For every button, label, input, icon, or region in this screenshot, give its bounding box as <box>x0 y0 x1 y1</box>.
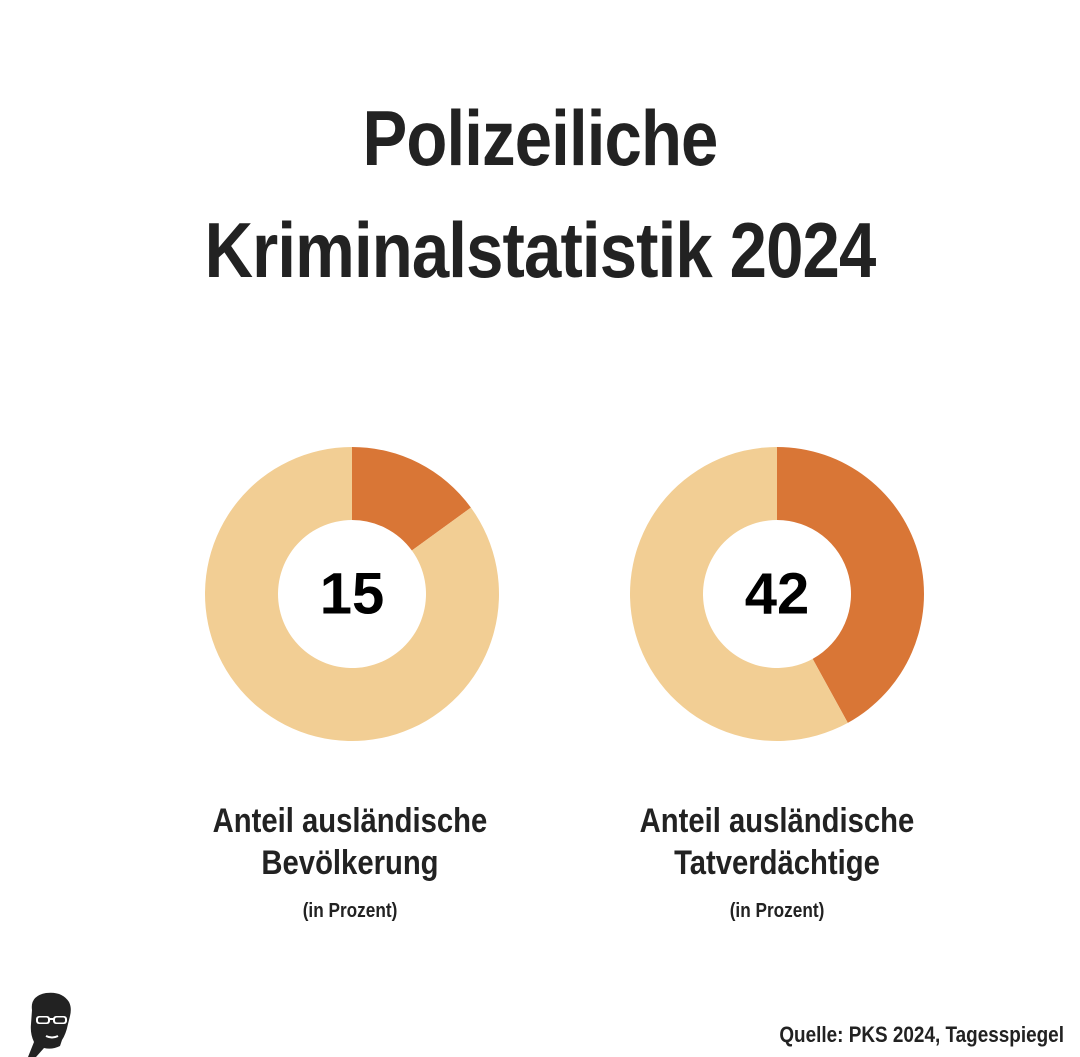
caption-suspects-line-2: Tatverdächtige <box>674 844 880 882</box>
slice-rest <box>630 447 848 741</box>
caption-suspects: Anteil ausländische Tatverdächtige (in P… <box>605 800 949 926</box>
caption-population-line-2: Bevölkerung <box>261 844 439 882</box>
donut-svg-suspects: 42 <box>630 447 924 741</box>
slice-highlight <box>352 447 471 551</box>
slice-highlight <box>777 447 924 723</box>
title-line-1: Polizeiliche <box>362 94 718 182</box>
source-note: Quelle: PKS 2024, Tagesspiegel <box>779 1022 1064 1047</box>
man-with-sunglasses-icon <box>22 990 78 1057</box>
center-value-suspects: 42 <box>745 562 810 627</box>
caption-population-line-1: Anteil ausländische <box>212 802 488 840</box>
caption-suspects-line-1: Anteil ausländische <box>639 802 915 840</box>
donut-chart-population: 15 <box>202 444 502 744</box>
donut-svg-population: 15 <box>205 447 500 741</box>
page-title: Polizeiliche Kriminalstatistik 2024 <box>76 82 1005 306</box>
slice-rest <box>205 447 500 741</box>
title-line-2: Kriminalstatistik 2024 <box>204 206 877 294</box>
donut-chart-suspects: 42 <box>627 444 927 744</box>
caption-population-unit: (in Prozent) <box>302 900 398 922</box>
center-value-population: 15 <box>320 562 385 627</box>
caption-population: Anteil ausländische Bevölkerung (in Proz… <box>178 800 522 926</box>
caption-suspects-unit: (in Prozent) <box>729 900 825 922</box>
